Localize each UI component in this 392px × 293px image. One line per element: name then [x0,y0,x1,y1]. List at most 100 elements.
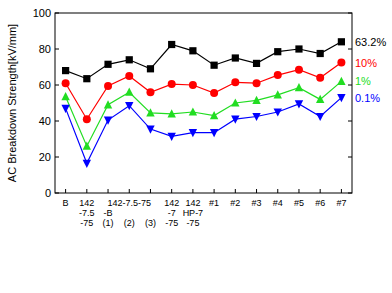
legend-label: 10% [355,57,377,69]
marker [167,133,175,141]
x-tick [171,189,172,193]
marker [274,90,282,98]
y-tick [55,193,59,194]
x-tick-label-line: #4 [273,198,283,208]
x-tick [256,189,257,193]
marker [338,38,345,45]
x-tick-label: #2 [230,198,240,208]
y-tick-label: 20 [39,151,51,163]
x-tick-label-line: #2 [230,198,240,208]
marker [61,105,69,113]
x-tick-label: #1 [209,198,219,208]
marker [252,96,260,104]
marker [104,100,112,108]
marker [317,50,324,57]
x-tick-label-line: #3 [252,198,262,208]
y-tick [55,121,59,122]
y-tick [55,157,59,158]
y-tick [348,121,352,122]
marker [125,88,133,96]
marker [295,83,303,91]
marker [189,81,197,89]
marker [189,107,197,115]
x-tick-label-line: HP-7 [183,208,204,218]
chart: 020406080100AC Breakdown Strength[kV/mm]… [0,0,392,293]
marker [274,108,282,116]
x-tick [341,189,342,193]
marker [83,75,90,82]
x-tick-label: #6 [315,198,325,208]
y-tick [348,49,352,50]
marker [104,82,112,90]
x-tick-label-line: #5 [294,198,304,208]
x-tick [298,189,299,193]
marker [337,77,345,85]
x-tick-label-line: #1 [209,198,219,208]
x-tick [192,189,193,193]
marker [252,113,260,121]
marker [295,45,302,52]
x-tick [235,189,236,193]
y-tick-label: 0 [45,187,51,199]
x-tick-label: 142-7.5-75 [79,198,95,228]
x-tick-label-line: 142 [164,198,179,208]
marker [126,56,133,63]
marker [167,109,175,117]
series-line [66,81,342,146]
x-tick-label-line: -75 [80,218,93,228]
x-tick [129,189,130,193]
x-tick-label: 142HP-7-75 [183,198,204,228]
x-tick [320,189,321,193]
legend-label: 0.1% [355,92,380,104]
y-tick [55,85,59,86]
marker [295,100,303,108]
y-tick [55,49,59,50]
marker [337,59,345,67]
x-tick-label-line: (1) [103,218,114,228]
x-tick-label: (3) [145,218,156,228]
legend-label: 1% [355,75,371,87]
marker [146,126,154,134]
x-tick-label-line: (3) [145,218,156,228]
y-tick [348,85,352,86]
x-tick [108,189,109,193]
y-tick [348,157,352,158]
marker [253,60,260,67]
marker [146,88,154,96]
marker [274,48,281,55]
marker [62,67,69,74]
marker [253,79,261,87]
plot-frame [55,13,352,193]
y-tick [348,193,352,194]
marker [61,92,69,100]
x-tick-label: (1) [103,218,114,228]
marker [210,111,218,119]
marker [274,71,282,79]
marker [189,129,197,137]
x-tick-label: #7 [336,198,346,208]
marker [316,74,324,82]
marker [104,117,112,125]
x-tick-label-line: B [63,198,69,208]
marker [104,61,111,68]
group-label: -B [104,208,113,218]
x-tick-label: #4 [273,198,283,208]
series-line [66,63,342,120]
marker [83,160,91,168]
x-tick [214,189,215,193]
x-tick-label: 142-7-75 [164,198,179,228]
x-tick-label-line: 142 [185,198,200,208]
y-tick-label: 80 [39,43,51,55]
marker [62,79,70,87]
plot-area [61,38,345,168]
marker [211,62,218,69]
group-label: 142-7.5-75 [107,198,151,208]
marker [146,108,154,116]
x-tick [277,189,278,193]
marker [210,129,218,137]
marker [316,95,324,103]
x-tick [86,189,87,193]
x-tick [65,189,66,193]
x-tick-label-line: #6 [315,198,325,208]
y-tick-label: 40 [39,115,51,127]
